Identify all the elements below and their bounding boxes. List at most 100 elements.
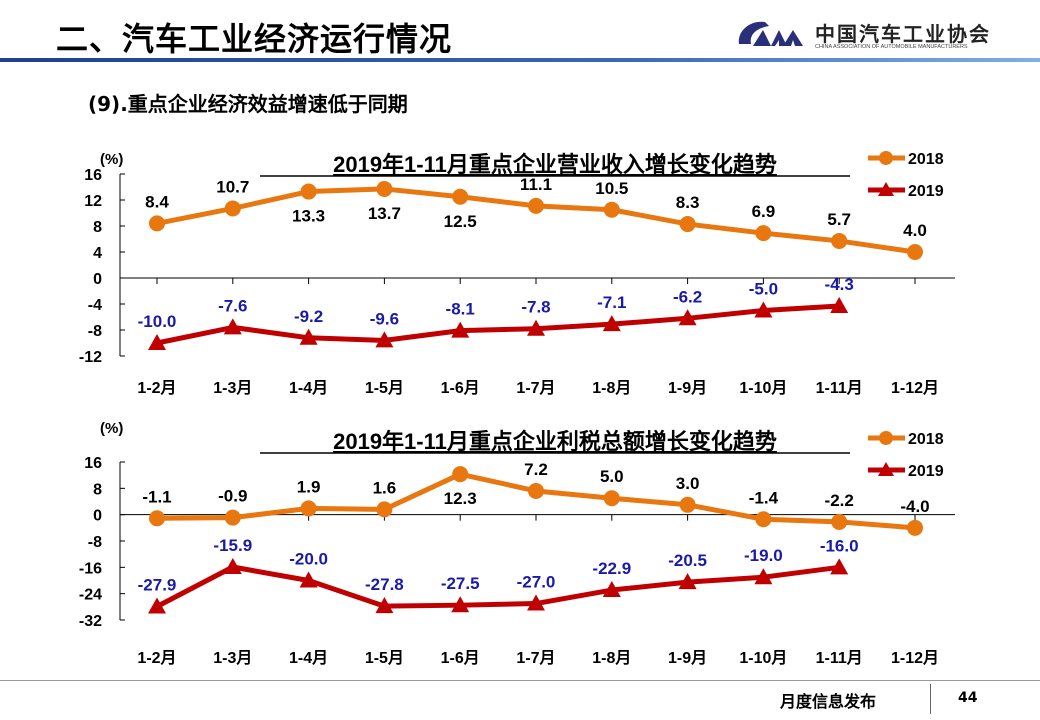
x-tick-label: 1-11月 [816, 649, 863, 667]
y-tick-label: -16 [79, 560, 102, 577]
x-tick-label: 1-11月 [816, 379, 863, 397]
footer-separator [930, 684, 931, 714]
data-label-2018: 13.3 [292, 207, 325, 226]
data-label-2019: -27.9 [138, 576, 177, 595]
y-tick-label: -8 [88, 534, 102, 551]
x-tick-label: 1-4月 [289, 649, 328, 667]
data-label-2019: -4.3 [825, 275, 854, 294]
legend-label-2018: 2018 [908, 151, 944, 168]
data-point-2018 [907, 519, 923, 536]
data-point-2019 [754, 568, 773, 585]
logo-text-cn: 中国汽车工业协会 [815, 22, 991, 46]
x-tick-label: 1-5月 [365, 649, 404, 667]
data-label-2019: -9.6 [370, 309, 399, 328]
x-tick-label: 1-8月 [592, 649, 631, 667]
data-point-2019 [223, 318, 242, 335]
data-point-2019 [451, 596, 470, 613]
data-label-2019: -15.9 [213, 536, 252, 555]
data-point-2019 [451, 321, 470, 338]
data-label-2019: -7.6 [218, 296, 247, 315]
data-point-2019 [375, 331, 394, 348]
data-point-2018 [603, 490, 620, 507]
data-label-2018: 12.3 [444, 489, 477, 508]
legend-label-2019: 2019 [908, 463, 944, 480]
x-tick-label: 1-6月 [441, 649, 480, 667]
x-tick-label: 1-8月 [592, 379, 631, 397]
slide-title: 二、汽车工业经济运行情况 [56, 20, 453, 58]
data-point-2018 [755, 511, 772, 528]
data-point-2019 [299, 328, 318, 345]
data-label-2018: 13.7 [368, 204, 401, 223]
data-label-2019: -8.1 [446, 300, 475, 319]
data-label-2018: -4.0 [900, 497, 929, 516]
cam-logo-icon [738, 21, 803, 46]
y-tick-label: 0 [93, 271, 102, 288]
data-label-2018: -0.9 [218, 487, 247, 506]
y-tick-label: 12 [84, 193, 102, 210]
y-tick-label: 16 [84, 455, 102, 472]
data-label-2019: -22.9 [592, 559, 631, 578]
x-tick-label: 1-12月 [891, 379, 939, 397]
footer-divider [0, 680, 1040, 681]
legend-marker-2019 [878, 182, 894, 196]
x-tick-label: 1-6月 [441, 379, 480, 397]
x-tick-label: 1-3月 [213, 379, 252, 397]
section-subtitle: (9).重点企业经济效益增速低于同期 [88, 92, 408, 116]
data-point-2018 [755, 225, 772, 242]
x-tick-label: 1-10月 [739, 379, 787, 397]
x-tick-label: 1-7月 [516, 379, 555, 397]
legend-marker-2018 [879, 431, 893, 445]
x-tick-label: 1-9月 [668, 649, 707, 667]
x-tick-label: 1-5月 [365, 379, 404, 397]
data-label-2019: -6.2 [673, 287, 702, 306]
data-label-2019: -19.0 [744, 546, 783, 565]
data-point-2018 [452, 466, 469, 483]
data-label-2019: -7.8 [521, 298, 550, 317]
data-label-2019: -7.1 [597, 293, 626, 312]
data-label-2018: 1.9 [297, 477, 321, 496]
data-label-2019: -10.0 [138, 312, 177, 331]
legend-marker-2019 [878, 462, 894, 476]
x-tick-label: 1-3月 [213, 649, 252, 667]
x-tick-label: 1-12月 [891, 649, 939, 667]
logo-text-en: CHINA ASSOCIATION OF AUTOMOBILE MANUFACT… [815, 44, 968, 50]
chart-title: 2019年1-11月重点企业营业收入增长变化趋势 [333, 152, 777, 177]
data-label-2019: -9.2 [294, 307, 323, 326]
data-label-2018: 5.7 [827, 210, 851, 229]
y-axis-unit: (%) [100, 420, 123, 437]
x-tick-label: 1-2月 [137, 379, 176, 397]
data-point-2018 [149, 215, 165, 232]
data-point-2018 [679, 216, 696, 233]
data-point-2019 [223, 558, 242, 575]
data-point-2018 [528, 482, 544, 499]
data-point-2019 [830, 296, 849, 313]
y-tick-label: -24 [79, 587, 102, 604]
data-point-2019 [527, 319, 545, 336]
series-line-2019 [156, 303, 840, 346]
x-tick-label: 1-10月 [739, 649, 787, 667]
data-point-2018 [679, 496, 696, 513]
data-point-2018 [149, 510, 165, 527]
data-point-2018 [831, 232, 848, 249]
data-label-2018: 6.9 [752, 202, 776, 221]
y-tick-label: 8 [93, 219, 102, 236]
data-point-2019 [148, 334, 166, 350]
x-tick-label: 1-7月 [516, 649, 555, 667]
y-axis-unit: (%) [100, 151, 123, 168]
data-label-2018: -1.1 [142, 487, 171, 506]
chart-title: 2019年1-11月重点企业利税总额增长变化趋势 [333, 429, 777, 454]
data-label-2018: 11.1 [520, 175, 552, 194]
data-point-2019 [299, 571, 318, 588]
data-label-2018: 3.0 [676, 474, 700, 493]
revenue-growth-chart: 2019年1-11月重点企业营业收入增长变化趋势 (%)16 12 8 4 0 -4 -8 -1… [79, 151, 955, 397]
data-label-2019: -20.0 [289, 550, 328, 569]
y-tick-label: 8 [93, 481, 102, 498]
data-point-2019 [602, 581, 621, 598]
data-point-2019 [678, 309, 697, 326]
data-point-2019 [148, 597, 166, 614]
data-point-2018 [224, 509, 241, 526]
data-label-2018: -1.4 [749, 488, 779, 507]
y-tick-label: -8 [88, 323, 102, 340]
y-tick-label: 4 [93, 245, 102, 262]
footer-label: 月度信息发布 [780, 692, 877, 711]
